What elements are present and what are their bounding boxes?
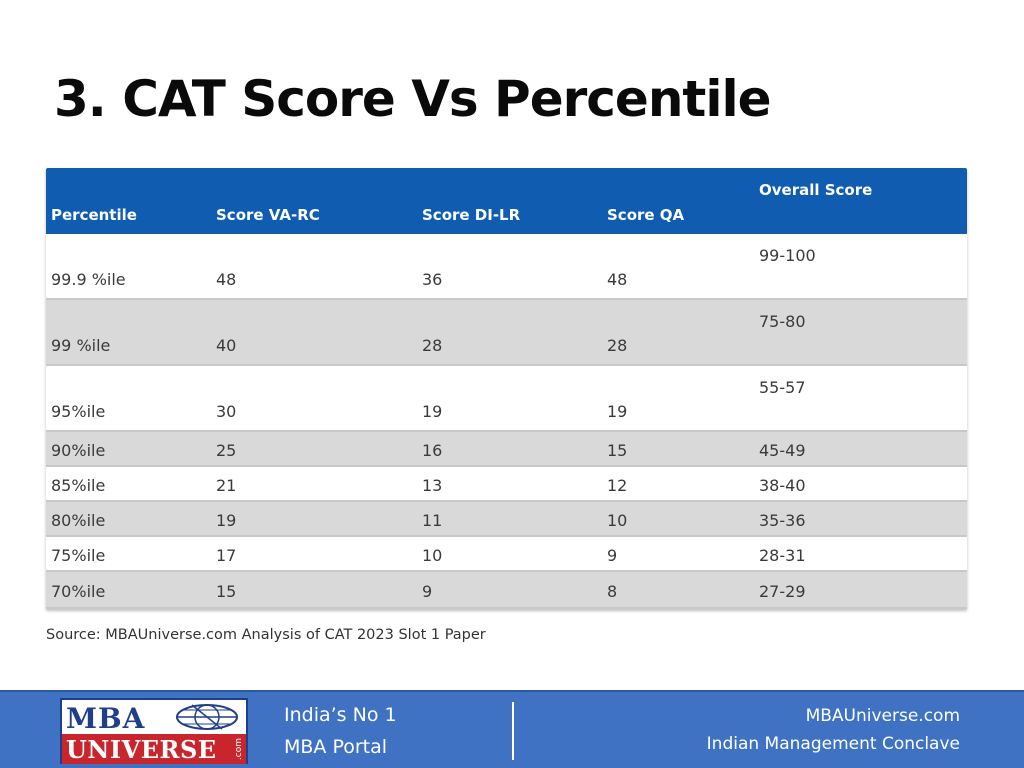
cell-percentile: 99 %ile <box>51 336 111 355</box>
cell-dilr: 11 <box>422 510 443 530</box>
table-row: 95%ile 30 19 19 55-57 <box>46 366 967 432</box>
cell-percentile: 75%ile <box>51 545 106 565</box>
cell-percentile: 80%ile <box>51 510 106 530</box>
cell-varc: 17 <box>216 545 237 565</box>
logo-universe-text: UNIVERSE <box>66 735 217 764</box>
table-row: 80%ile 19 11 10 35-36 <box>46 502 967 537</box>
cell-percentile: 90%ile <box>51 440 106 460</box>
table-row: 90%ile 25 16 15 45-49 <box>46 432 967 467</box>
cell-varc: 15 <box>216 581 237 601</box>
cell-percentile: 70%ile <box>51 581 106 601</box>
footer-website: MBAUniverse.com <box>805 706 960 726</box>
logo-universe-banner: UNIVERSE .com <box>62 734 246 764</box>
cell-varc: 30 <box>216 402 237 421</box>
header-percentile: Percentile <box>51 206 137 224</box>
tagline-line-2: MBA Portal <box>284 736 388 758</box>
cell-varc: 25 <box>216 440 237 460</box>
cell-dilr: 36 <box>422 270 443 289</box>
cell-qa: 8 <box>607 581 618 601</box>
table-row: 99 %ile 40 28 28 75-80 <box>46 300 967 366</box>
mba-universe-logo: MBA UNIVERSE .com <box>60 698 248 764</box>
cell-percentile: 85%ile <box>51 475 106 495</box>
cell-percentile: 95%ile <box>51 402 106 421</box>
table-row: 75%ile 17 10 9 28-31 <box>46 537 967 572</box>
logo-com-text: .com <box>234 738 244 761</box>
logo-mba-text: MBA <box>66 702 146 735</box>
cell-dilr: 28 <box>422 336 443 355</box>
cell-qa: 15 <box>607 440 628 460</box>
cell-dilr: 10 <box>422 545 443 565</box>
source-note: Source: MBAUniverse.com Analysis of CAT … <box>46 627 486 643</box>
header-score-dilr: Score DI-LR <box>422 206 521 224</box>
header-score-varc: Score VA-RC <box>216 206 320 224</box>
cell-dilr: 19 <box>422 402 443 421</box>
cell-varc: 48 <box>216 270 237 289</box>
footer-divider <box>512 702 514 760</box>
cell-varc: 40 <box>216 336 237 355</box>
table-row: 85%ile 21 13 12 38-40 <box>46 467 967 502</box>
cell-percentile: 99.9 %ile <box>51 270 126 289</box>
cell-dilr: 9 <box>422 581 433 601</box>
globe-icon <box>176 704 238 730</box>
header-overall-score: Overall Score <box>759 181 873 199</box>
cell-qa: 9 <box>607 545 618 565</box>
cell-varc: 21 <box>216 475 237 495</box>
cell-qa: 48 <box>607 270 628 289</box>
cell-dilr: 16 <box>422 440 443 460</box>
cell-overall: 38-40 <box>759 475 806 495</box>
footer-conclave: Indian Management Conclave <box>706 734 960 754</box>
cell-qa: 12 <box>607 475 628 495</box>
table-row: 99.9 %ile 48 36 48 99-100 <box>46 234 967 300</box>
table-row: 70%ile 15 9 8 27-29 <box>46 572 967 609</box>
cell-dilr: 13 <box>422 475 443 495</box>
cell-varc: 19 <box>216 510 237 530</box>
slide-title: 3. CAT Score Vs Percentile <box>54 70 772 128</box>
cell-overall: 28-31 <box>759 545 806 565</box>
footer-bar: MBA UNIVERSE .com India’s No 1 MBA Porta… <box>0 690 1024 768</box>
cell-qa: 28 <box>607 336 628 355</box>
cell-qa: 10 <box>607 510 628 530</box>
score-percentile-table: Percentile Score VA-RC Score DI-LR Score… <box>46 168 967 609</box>
cell-overall: 55-57 <box>759 378 806 397</box>
header-score-qa: Score QA <box>607 206 685 224</box>
cell-overall: 27-29 <box>759 581 806 601</box>
cell-overall: 99-100 <box>759 246 816 265</box>
table-header: Percentile Score VA-RC Score DI-LR Score… <box>46 168 967 234</box>
tagline-line-1: India’s No 1 <box>284 704 397 726</box>
cell-overall: 35-36 <box>759 510 806 530</box>
cell-overall: 75-80 <box>759 312 806 331</box>
cell-overall: 45-49 <box>759 440 806 460</box>
table-body: 99.9 %ile 48 36 48 99-100 99 %ile 40 28 28 75-80 9… <box>46 234 967 609</box>
cell-qa: 19 <box>607 402 628 421</box>
